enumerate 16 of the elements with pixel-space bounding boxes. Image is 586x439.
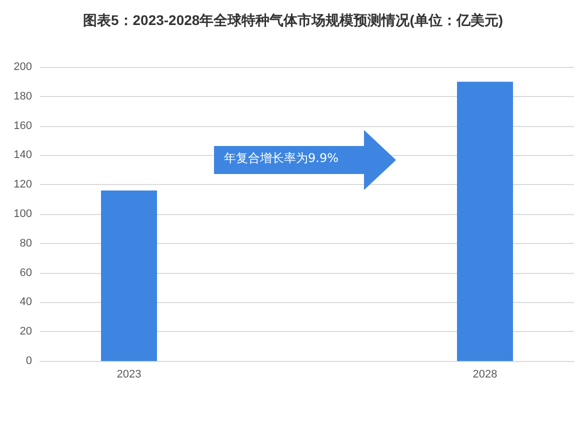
y-tick-label: 60	[20, 266, 32, 279]
y-tick-label: 100	[14, 208, 32, 220]
chart-title: 图表5：2023-2028年全球特种气体市场规模预测情况(单位：亿美元)	[82, 12, 504, 28]
y-tick-label: 20	[20, 326, 32, 338]
y-tick-label: 140	[14, 149, 32, 162]
y-tick-label: 180	[14, 90, 32, 102]
right-arrow: 年复合增长率为9.9%	[214, 130, 396, 190]
y-tick-label: 120	[14, 178, 32, 191]
y-tick-label: 80	[20, 237, 32, 250]
annotation: 年复合增长率为9.9%	[224, 150, 338, 167]
y-tick-label: 160	[14, 120, 32, 132]
x-tick-label: 2028	[472, 368, 498, 380]
y-tick-label: 200	[14, 61, 32, 73]
y-tick-label: 0	[26, 355, 32, 367]
x-tick-label: 2023	[116, 368, 142, 380]
y-tick-label: 40	[20, 296, 32, 308]
